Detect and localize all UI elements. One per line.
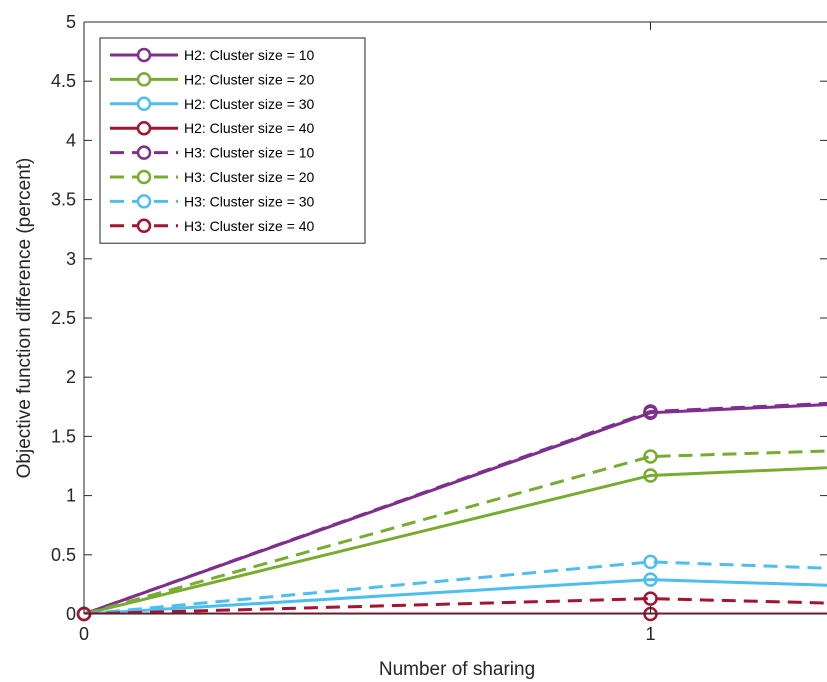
y-tick-label: 0.5 [51,545,76,565]
legend-entry: H2: Cluster size = 40 [184,120,315,136]
legend-entry: H3: Cluster size = 40 [184,218,315,234]
legend-marker [136,169,152,185]
legend-entry: H3: Cluster size = 10 [184,145,315,161]
data-point [643,449,658,464]
data-point [643,554,658,570]
y-tick-label: 2.5 [51,308,76,328]
legend-box [99,37,366,244]
y-tick-label: 1 [66,486,76,506]
legend-marker [136,194,152,209]
data-point [643,404,658,419]
y-tick-label: 3.5 [51,190,76,210]
series-line [84,403,827,614]
legend-marker [136,96,152,112]
legend-marker [136,72,152,87]
legend-entry: H3: Cluster size = 20 [184,169,315,185]
legend-marker [136,120,152,136]
legend-entry: H2: Cluster size = 20 [184,71,315,87]
x-tick-label: 1 [645,624,655,644]
series-line [84,466,827,614]
y-tick-label: 5 [66,12,76,32]
legend-marker [136,218,152,234]
x-tick-label: 0 [79,624,89,644]
series-line [84,401,827,614]
series-line [84,578,827,614]
data-point [643,591,658,606]
y-tick-label: 4.5 [51,71,76,91]
y-tick-label: 4 [66,130,76,150]
legend-entry: H3: Cluster size = 30 [184,193,315,209]
legend-marker [136,145,152,160]
y-tick-label: 1.5 [51,426,76,446]
data-point [643,468,658,483]
y-axis-label: Objective function difference (percent) [14,158,35,479]
y-tick-label: 3 [66,249,76,269]
legend-marker [136,47,152,63]
legend-entry: H2: Cluster size = 10 [184,47,315,63]
x-axis-label: Number of sharing [379,659,535,680]
data-point [643,572,658,587]
legend-entry: H2: Cluster size = 30 [184,96,315,112]
series-line [84,597,827,614]
y-tick-label: 2 [66,367,76,387]
y-tick-label: 0 [66,604,76,624]
series-line [84,560,827,614]
